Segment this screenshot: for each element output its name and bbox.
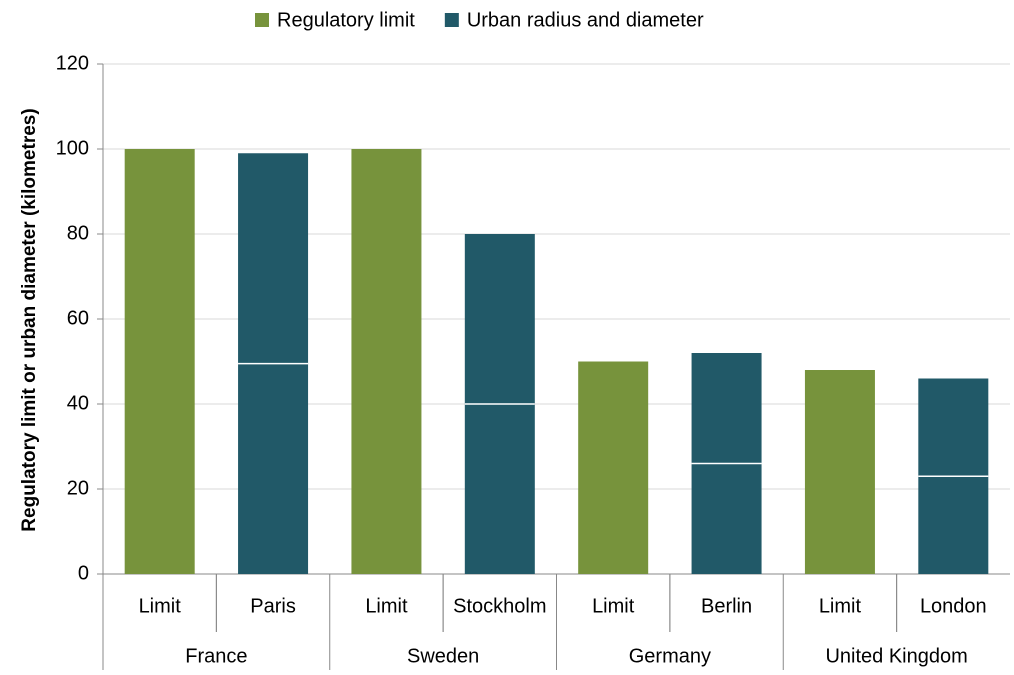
- x-tick-label: Stockholm: [453, 595, 546, 617]
- y-tick-label: 60: [67, 307, 89, 329]
- y-tick-label: 120: [56, 52, 89, 74]
- y-axis-label: Regulatory limit or urban diameter (kilo…: [19, 108, 40, 531]
- bar-segment: [464, 404, 535, 574]
- y-tick-label: 20: [67, 477, 89, 499]
- bar-segment: [918, 378, 989, 477]
- group-label: United Kingdom: [825, 645, 967, 667]
- group-label: France: [185, 645, 247, 667]
- x-tick-label: London: [920, 595, 987, 617]
- bar-segment: [804, 370, 875, 574]
- x-tick-label: Limit: [592, 595, 635, 617]
- bar-segment: [238, 153, 309, 364]
- legend-label: Urban radius and diameter: [467, 9, 704, 31]
- x-tick-label: Limit: [365, 595, 408, 617]
- bar-segment: [691, 353, 762, 464]
- bar-segment: [124, 149, 195, 574]
- legend-swatch: [444, 13, 459, 27]
- y-tick-label: 80: [67, 222, 89, 244]
- bar-segment: [351, 149, 422, 574]
- bar-segment: [578, 361, 649, 574]
- x-tick-label: Limit: [819, 595, 862, 617]
- legend-swatch: [255, 13, 269, 27]
- bar-segment: [691, 463, 762, 574]
- group-label: Sweden: [407, 645, 479, 667]
- bar-segment: [464, 234, 535, 404]
- y-tick-label: 40: [67, 392, 89, 414]
- y-tick-label: 100: [56, 137, 89, 159]
- legend-label: Regulatory limit: [277, 9, 415, 31]
- x-tick-label: Limit: [139, 595, 182, 617]
- bar-segment: [238, 363, 309, 574]
- bar-segment: [918, 476, 989, 574]
- group-label: Germany: [629, 645, 711, 667]
- y-tick-label: 0: [78, 562, 89, 584]
- x-tick-label: Paris: [250, 595, 296, 617]
- x-tick-label: Berlin: [701, 595, 752, 617]
